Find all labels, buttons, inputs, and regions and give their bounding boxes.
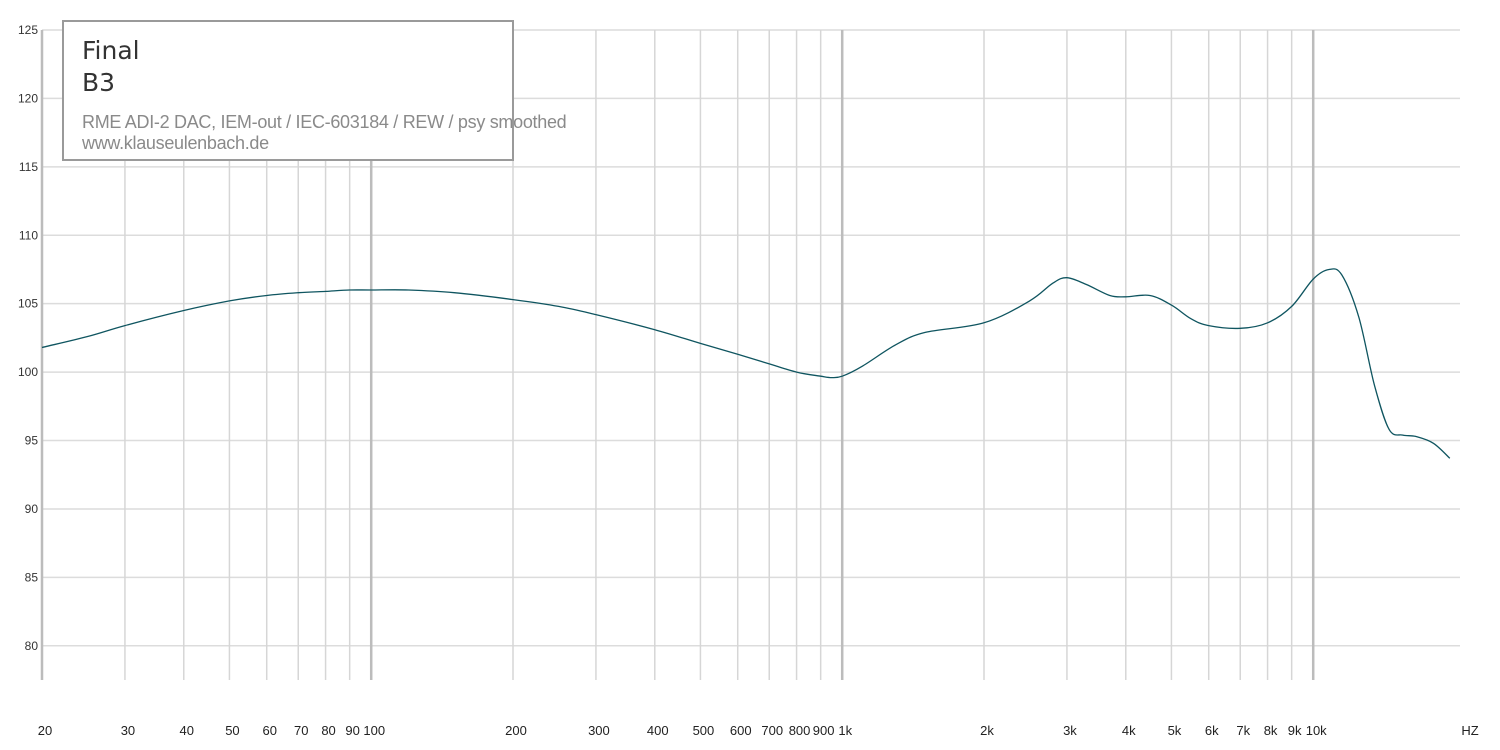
y-tick-label: 100 <box>18 365 38 379</box>
x-tick-label: 100 <box>363 723 385 738</box>
x-tick-label: 600 <box>730 723 752 738</box>
x-tick-label: 10k <box>1306 723 1327 738</box>
legend-setup: RME ADI-2 DAC, IEM-out / IEC-603184 / RE… <box>82 112 567 132</box>
x-tick-label: 9k <box>1288 723 1302 738</box>
y-tick-label: 80 <box>25 639 39 653</box>
x-tick-label: 60 <box>262 723 276 738</box>
y-tick-label: 115 <box>19 160 38 174</box>
x-tick-label: 20 <box>38 723 52 738</box>
x-tick-label: 5k <box>1168 723 1182 738</box>
legend-brand: Final <box>82 36 140 65</box>
x-tick-label: 8k <box>1264 723 1278 738</box>
y-tick-label: 110 <box>19 228 38 242</box>
y-tick-label: 85 <box>25 570 39 584</box>
x-tick-labels: 20 30 40 50 60 70 80 90 100 200 300 400 500 600 700 800… <box>38 723 1327 738</box>
x-tick-label: 4k <box>1122 723 1136 738</box>
x-tick-label: 6k <box>1205 723 1219 738</box>
legend-model: B3 <box>82 68 116 97</box>
x-tick-label: 40 <box>180 723 194 738</box>
y-tick-label: 90 <box>25 502 39 516</box>
y-tick-labels: 125 120 115 110 105 100 95 90 85 80 <box>18 23 38 653</box>
legend-box: Final B3 RME ADI-2 DAC, IEM-out / IEC-60… <box>62 20 567 161</box>
x-tick-label: 70 <box>294 723 308 738</box>
x-tick-label: 500 <box>693 723 715 738</box>
x-tick-label: 1k <box>838 723 852 738</box>
x-tick-label: 400 <box>647 723 669 738</box>
x-tick-label: 30 <box>121 723 135 738</box>
series-group <box>41 268 1451 459</box>
x-unit-label: HZ <box>1461 723 1478 738</box>
x-tick-label: 900 <box>813 723 835 738</box>
y-tick-label: 125 <box>18 23 38 37</box>
x-tick-label: 50 <box>225 723 239 738</box>
x-tick-label: 2k <box>980 723 994 738</box>
x-tick-label: 80 <box>321 723 335 738</box>
x-tick-label: 700 <box>761 723 783 738</box>
x-tick-label: 90 <box>345 723 359 738</box>
x-tick-label: 3k <box>1063 723 1077 738</box>
y-tick-label: 120 <box>18 91 38 105</box>
y-tick-label: 95 <box>25 434 39 448</box>
y-tick-label: 105 <box>18 297 38 311</box>
series-line-0 <box>41 268 1451 459</box>
x-tick-label: 300 <box>588 723 610 738</box>
x-tick-label: 7k <box>1236 723 1250 738</box>
x-tick-label: 800 <box>789 723 811 738</box>
legend-site: www.klauseulenbach.de <box>82 133 269 153</box>
x-tick-label: 200 <box>505 723 527 738</box>
